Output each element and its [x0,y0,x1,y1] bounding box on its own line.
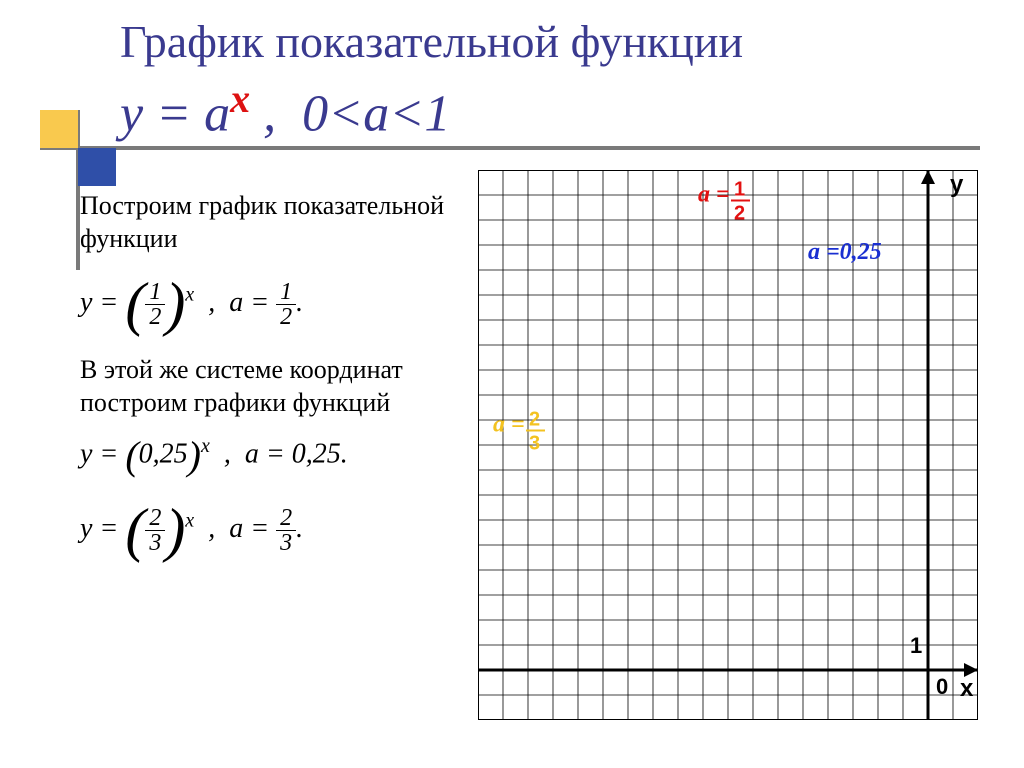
equation-1: y = (12)x , a = 12. [80,267,460,342]
exponent-x: x [230,76,250,121]
svg-text:a =: a = [493,412,525,438]
paragraph-2: В этой же системе координат построим гра… [80,354,460,419]
svg-text:0: 0 [936,674,948,699]
svg-text:2: 2 [734,203,745,225]
paragraph-1: Построим график показательной функции [80,190,460,255]
left-text-column: Построим график показательной функции y … [80,190,460,580]
equation-3: y = (23)x , a = 23. [80,493,460,568]
svg-text:1: 1 [910,633,922,658]
slide-decoration [40,110,120,190]
slide-title: График показательной функции [120,15,743,68]
equation-2: y = (0,25)x , a = 0,25. [80,431,460,481]
svg-text:2: 2 [529,409,540,431]
svg-text:3: 3 [529,433,540,455]
title-formula: y = ax , 0<a<1 [120,75,450,143]
svg-text:a =0,25: a =0,25 [808,239,882,265]
svg-text:1: 1 [734,179,745,201]
svg-text:a =: a = [698,182,730,208]
svg-text:x: x [960,675,974,702]
svg-text:y: y [950,171,964,198]
exponential-chart: yx01a =0,25a =12a =23 [478,170,978,730]
